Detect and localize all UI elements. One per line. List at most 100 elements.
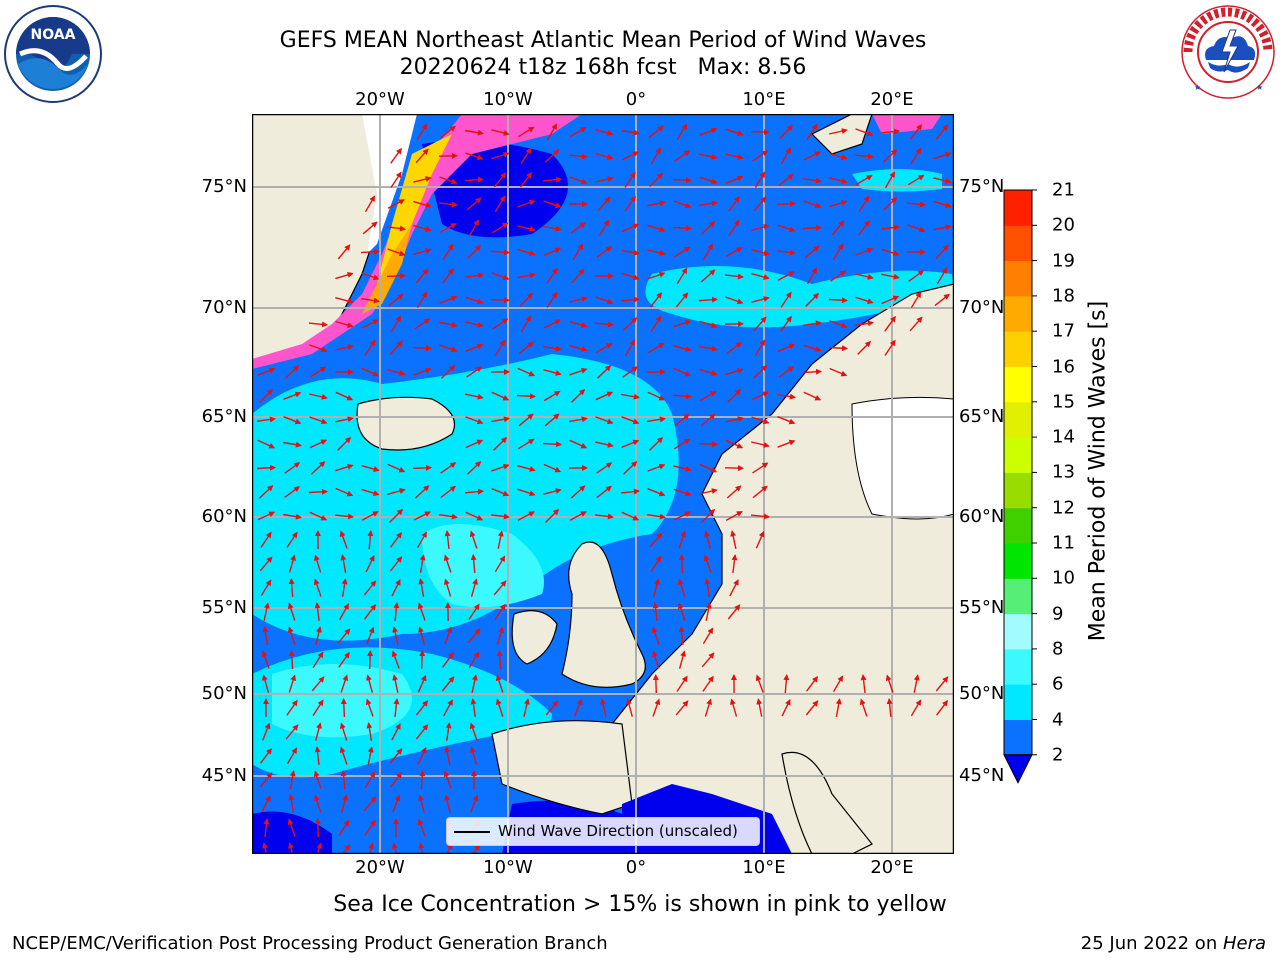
wave-direction-arrow	[573, 698, 583, 717]
wave-direction-arrow	[361, 319, 379, 329]
wave-direction-arrow	[388, 293, 404, 307]
wave-direction-arrow	[413, 248, 432, 256]
wave-direction-arrow	[909, 124, 923, 140]
wave-direction-arrow	[569, 416, 588, 423]
wave-direction-arrow	[441, 365, 456, 379]
wave-direction-arrow	[702, 627, 714, 645]
wave-direction-arrow	[910, 699, 922, 717]
wave-direction-arrow	[829, 177, 848, 184]
page-title: GEFS MEAN Northeast Atlantic Mean Period…	[279, 28, 927, 53]
wave-direction-arrow	[595, 152, 614, 160]
wave-direction-arrow	[701, 508, 716, 523]
wave-direction-arrow	[908, 270, 925, 282]
wave-direction-arrow	[414, 485, 430, 499]
wave-direction-arrow	[542, 345, 562, 352]
wave-direction-arrow	[519, 172, 533, 188]
wave-direction-arrow	[365, 626, 375, 645]
wave-direction-arrow	[392, 626, 399, 645]
wave-direction-arrow	[595, 176, 614, 183]
wave-direction-arrow	[751, 224, 770, 232]
wave-direction-arrow	[313, 794, 322, 813]
wave-direction-arrow	[705, 602, 712, 621]
colorbar-tick-label: 21	[1052, 179, 1075, 201]
wave-direction-arrow	[730, 530, 737, 549]
wave-direction-arrow	[626, 698, 633, 717]
ireland-land	[511, 610, 558, 665]
wave-direction-arrow	[647, 271, 666, 280]
wave-direction-arrow	[416, 531, 428, 549]
wave-direction-arrow	[595, 513, 614, 520]
wave-direction-arrow	[699, 176, 718, 185]
page-subtitle: 20220624 t18z 168h fcst Max: 8.56	[399, 55, 807, 80]
wave-direction-arrow	[855, 273, 874, 280]
wave-direction-arrow	[443, 699, 453, 717]
wave-direction-arrow	[262, 626, 269, 646]
wave-direction-arrow	[413, 511, 431, 521]
lat-label-right-50n: 50°N	[959, 683, 1005, 704]
wave-direction-arrow	[545, 700, 559, 716]
wave-direction-arrow	[494, 195, 506, 213]
lon-label-bottom-10w: 10°W	[483, 857, 533, 878]
wave-direction-arrow	[699, 390, 717, 402]
wave-direction-arrow	[496, 650, 503, 670]
wave-direction-arrow	[571, 268, 585, 284]
wave-direction-arrow	[755, 530, 765, 549]
wave-direction-arrow	[803, 151, 821, 161]
wave-direction-arrow	[596, 246, 613, 258]
wave-direction-arrow	[491, 151, 510, 160]
wave-direction-arrow	[777, 343, 796, 353]
wave-direction-arrow	[466, 366, 483, 378]
wave-direction-arrow	[418, 626, 425, 645]
wave-direction-arrow	[257, 416, 276, 423]
wave-direction-arrow	[933, 224, 952, 231]
wave-direction-arrow	[335, 320, 354, 328]
noaa-logo: NOAA	[4, 5, 102, 103]
wave-direction-arrow	[647, 391, 666, 401]
wave-direction-arrow	[442, 651, 454, 668]
wave-direction-arrow	[828, 297, 848, 304]
wave-direction-arrow	[257, 439, 276, 449]
wave-direction-arrow	[727, 604, 741, 620]
wave-direction-arrow	[751, 391, 770, 401]
wave-direction-arrow	[754, 339, 766, 357]
wave-direction-arrow	[725, 153, 744, 160]
wave-direction-arrow	[464, 129, 484, 136]
lat-label-right-65n: 65°N	[959, 406, 1005, 427]
wave-direction-arrow	[805, 700, 819, 716]
wave-direction-arrow	[309, 393, 328, 400]
wave-direction-arrow	[286, 747, 298, 765]
wave-direction-arrow	[647, 200, 666, 207]
wave-direction-arrow	[446, 842, 453, 854]
lon-label-top-0: 0°	[625, 89, 647, 110]
wave-direction-arrow	[624, 339, 636, 357]
wave-direction-arrow	[829, 152, 848, 160]
wave-direction-arrow	[569, 176, 588, 185]
wave-direction-arrow	[751, 296, 770, 303]
map-legend: Wind Wave Direction (unscaled)	[446, 817, 760, 846]
wave-direction-arrow	[495, 698, 504, 717]
wave-direction-arrow	[620, 296, 640, 303]
wave-direction-arrow	[362, 221, 378, 235]
colorbar-tick-label: 12	[1052, 497, 1075, 519]
wave-direction-arrow	[339, 746, 348, 765]
wave-direction-arrow	[363, 604, 377, 620]
footer-host: Hera	[1222, 933, 1266, 954]
lat-label-left-75n: 75°N	[201, 176, 247, 197]
lon-label-bottom-20w: 20°W	[355, 857, 405, 878]
wave-direction-arrow	[677, 578, 686, 597]
graticule	[252, 114, 954, 854]
wave-direction-arrow	[467, 244, 482, 259]
wave-direction-arrow	[725, 510, 743, 522]
wave-direction-arrow	[884, 339, 896, 356]
wave-direction-arrow	[751, 272, 770, 280]
wave-direction-arrow	[444, 794, 451, 813]
wave-direction-arrow	[335, 391, 354, 401]
wave-direction-arrow	[831, 220, 845, 236]
wave-direction-arrow	[781, 698, 791, 717]
wave-direction-arrow	[651, 650, 660, 669]
wave-direction-arrow	[731, 554, 738, 573]
wave-direction-arrow	[490, 249, 510, 256]
wave-direction-arrow	[467, 461, 482, 475]
wave-direction-arrow	[469, 722, 478, 741]
wave-direction-arrow	[471, 674, 478, 693]
